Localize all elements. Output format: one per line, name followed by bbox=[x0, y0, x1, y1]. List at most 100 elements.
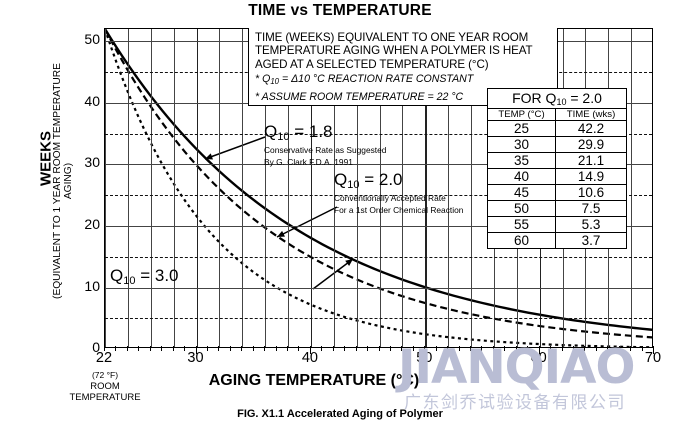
table-cell-temp: 50 bbox=[488, 200, 556, 217]
x-minor-tick bbox=[538, 346, 540, 354]
x-minor-tick bbox=[389, 346, 391, 351]
x-minor-tick bbox=[275, 346, 277, 351]
table-header-row: TEMP (°C) TIME (wks) bbox=[488, 109, 626, 121]
table-cell-time: 3.7 bbox=[555, 232, 626, 248]
x-minor-tick bbox=[641, 346, 643, 351]
x-minor-tick bbox=[527, 346, 529, 351]
x-axis-ticks: 22 30 40 50 60 70 bbox=[96, 346, 661, 374]
table-row: 30 29.9 bbox=[488, 136, 626, 153]
x-minor-tick bbox=[515, 346, 517, 351]
x-minor-tick bbox=[195, 346, 197, 354]
gridline-vertical bbox=[265, 29, 267, 347]
y-tick-label: 50 bbox=[84, 31, 100, 48]
table-cell-temp: 35 bbox=[488, 152, 556, 169]
annotation-q30: Q10 = 3.0 bbox=[110, 266, 179, 287]
y-tick-label: 40 bbox=[84, 92, 100, 109]
x-tick-label: 40 bbox=[301, 350, 318, 366]
gridline-horizontal bbox=[105, 195, 652, 197]
x-minor-tick bbox=[218, 346, 220, 351]
x-minor-tick bbox=[653, 346, 654, 354]
x-minor-tick bbox=[344, 346, 346, 351]
x-minor-tick bbox=[481, 346, 483, 351]
y-tick-label: 10 bbox=[84, 277, 100, 294]
gridline-vertical bbox=[173, 29, 175, 347]
table-header-time: TIME (wks) bbox=[555, 109, 626, 121]
gridline-vertical bbox=[425, 29, 427, 347]
gridline-horizontal bbox=[105, 164, 652, 166]
annotation-q20-note1: Conventionally Accepted Rate bbox=[334, 193, 446, 203]
table-cell-time: 10.6 bbox=[555, 184, 626, 201]
annotation-q18-label: Q10 = 1.8 bbox=[264, 122, 333, 143]
table-cell-time: 21.1 bbox=[555, 152, 626, 169]
x-minor-tick bbox=[435, 346, 437, 351]
annotation-q20-note2: For a 1st Order Chemical Reaction bbox=[334, 205, 464, 215]
x-minor-tick bbox=[550, 346, 552, 351]
note-line-2: TEMPERATURE AGING WHEN A POLYMER IS HEAT bbox=[255, 44, 533, 58]
gridline-vertical bbox=[219, 29, 221, 347]
gridline-vertical bbox=[471, 29, 472, 347]
gridline-horizontal bbox=[105, 318, 652, 320]
room-temp-fahrenheit: (72 °F) bbox=[91, 370, 119, 380]
room-temp-line1: ROOM bbox=[90, 381, 120, 392]
y-tick-label: 0 bbox=[92, 339, 100, 355]
gridline-horizontal bbox=[105, 225, 652, 227]
gridline-vertical bbox=[356, 29, 358, 347]
gridline-vertical bbox=[448, 29, 450, 347]
table-row: 50 7.5 bbox=[488, 200, 626, 217]
x-minor-tick bbox=[287, 346, 288, 351]
table-cell-temp: 60 bbox=[514, 233, 530, 248]
figure-caption: FIG. X1.1 Accelerated Aging of Polymer bbox=[237, 408, 443, 420]
x-minor-tick bbox=[401, 346, 403, 351]
y-tick-label: 20 bbox=[84, 215, 100, 232]
x-minor-tick bbox=[298, 346, 300, 351]
plot-area bbox=[104, 28, 653, 348]
x-minor-tick bbox=[138, 346, 140, 351]
x-tick-label: 50 bbox=[416, 350, 433, 366]
x-minor-tick bbox=[584, 346, 586, 351]
table-cell-temp: 25 bbox=[488, 120, 556, 137]
x-minor-tick bbox=[104, 346, 105, 351]
x-minor-tick bbox=[607, 346, 609, 351]
table-row: 40 14.9 bbox=[488, 168, 626, 185]
annotation-q18-note2: By G. Clark F.D.A. 1991 bbox=[264, 157, 353, 167]
x-minor-tick bbox=[630, 346, 632, 351]
x-tick-label: 70 bbox=[644, 350, 662, 366]
x-minor-tick bbox=[264, 346, 266, 351]
x-minor-tick bbox=[447, 346, 449, 351]
gridline-vertical bbox=[150, 29, 152, 347]
x-minor-tick bbox=[161, 346, 163, 351]
x-minor-tick bbox=[206, 346, 208, 351]
x-minor-tick bbox=[332, 346, 334, 351]
x-minor-tick bbox=[504, 346, 506, 351]
x-minor-tick bbox=[321, 346, 323, 351]
x-minor-tick bbox=[367, 346, 369, 351]
x-minor-tick bbox=[618, 346, 620, 351]
gridline-vertical bbox=[288, 29, 289, 347]
table-cell-time: 5.3 bbox=[555, 216, 626, 233]
leader-arrow-q30 bbox=[312, 258, 354, 290]
gridline-vertical bbox=[105, 29, 106, 347]
gridline-vertical bbox=[242, 29, 244, 347]
x-minor-tick bbox=[172, 346, 174, 351]
table-cell-time: 14.9 bbox=[555, 168, 626, 185]
note-line-1: TIME (WEEKS) EQUIVALENT TO ONE YEAR ROOM bbox=[255, 31, 529, 44]
room-temp-line2: TEMPERATURE bbox=[69, 392, 141, 403]
annotation-q20-label: Q10 = 2.0 bbox=[334, 170, 403, 191]
gridline-horizontal bbox=[105, 133, 652, 135]
x-minor-tick bbox=[229, 346, 231, 351]
x-tick-label: 22 bbox=[95, 350, 113, 366]
table-body: TEMP (°C) TIME (wks) 25 42.2 30 29.9 35 21.1 4… bbox=[488, 109, 626, 248]
x-minor-tick bbox=[309, 346, 311, 354]
y-tick-label: 30 bbox=[84, 154, 100, 171]
table-cell-time: 42.2 bbox=[555, 120, 626, 137]
x-minor-tick bbox=[412, 346, 414, 351]
gridline-vertical bbox=[333, 29, 335, 347]
table-row: 55 5.3 bbox=[488, 216, 626, 233]
x-minor-tick bbox=[572, 346, 574, 351]
x-minor-tick bbox=[241, 346, 243, 351]
x-minor-tick bbox=[115, 346, 117, 351]
gridline-vertical bbox=[127, 29, 129, 347]
gridline-vertical bbox=[379, 29, 381, 347]
table-cell-time: 29.9 bbox=[555, 136, 626, 153]
gridline-horizontal bbox=[105, 287, 652, 289]
